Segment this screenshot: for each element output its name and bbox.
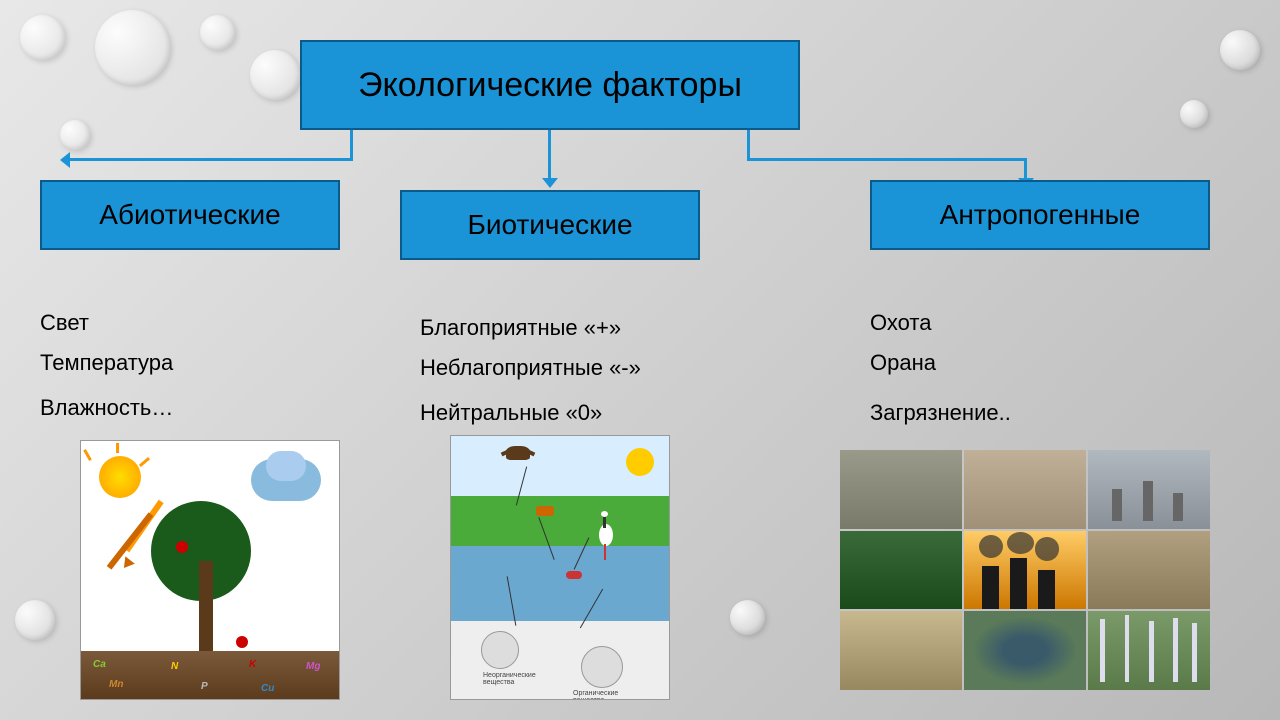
bubble [60, 120, 90, 150]
grid-cell [840, 450, 962, 529]
list-item: Неблагоприятные «-» [420, 355, 641, 381]
bubble [20, 15, 65, 60]
bubble [1220, 30, 1260, 70]
list-item: Нейтральные «0» [420, 400, 602, 426]
category-abiotic: Абиотические [40, 180, 340, 250]
connector [70, 158, 353, 161]
list-item: Загрязнение.. [870, 400, 1011, 426]
list-item: Температура [40, 350, 173, 376]
connector [548, 130, 551, 180]
bubble [15, 600, 55, 640]
category-anthro: Антропогенные [870, 180, 1210, 250]
arrow-down-icon [542, 178, 558, 188]
list-item: Орана [870, 350, 936, 376]
category-label: Антропогенные [940, 199, 1141, 231]
arrow-left-icon [60, 152, 70, 168]
connector [747, 130, 750, 160]
anthro-illustration [840, 450, 1210, 690]
grid-cell [964, 450, 1086, 529]
list-item: Благоприятные «+» [420, 315, 621, 341]
grid-cell [1088, 450, 1210, 529]
biotic-illustration: Неорганические вещества Органические вещ… [450, 435, 670, 700]
bubble [95, 10, 170, 85]
list-item: Охота [870, 310, 931, 336]
category-label: Абиотические [99, 199, 280, 231]
bubble [250, 50, 300, 100]
grid-cell [964, 611, 1086, 690]
abiotic-illustration: Ca Mn N P K Cu Mg [80, 440, 340, 700]
grid-cell [964, 531, 1086, 610]
grid-cell [1088, 611, 1210, 690]
connector [1024, 158, 1027, 180]
grid-cell [840, 611, 962, 690]
list-item: Влажность… [40, 395, 173, 421]
connector [350, 130, 353, 160]
list-item: Свет [40, 310, 89, 336]
grid-cell [1088, 531, 1210, 610]
title-text: Экологические факторы [358, 66, 742, 105]
bubble [200, 15, 235, 50]
grid-cell [840, 531, 962, 610]
connector [747, 158, 1027, 161]
category-label: Биотические [467, 209, 632, 241]
bubble [1180, 100, 1208, 128]
title-box: Экологические факторы [300, 40, 800, 130]
category-biotic: Биотические [400, 190, 700, 260]
bubble [730, 600, 765, 635]
